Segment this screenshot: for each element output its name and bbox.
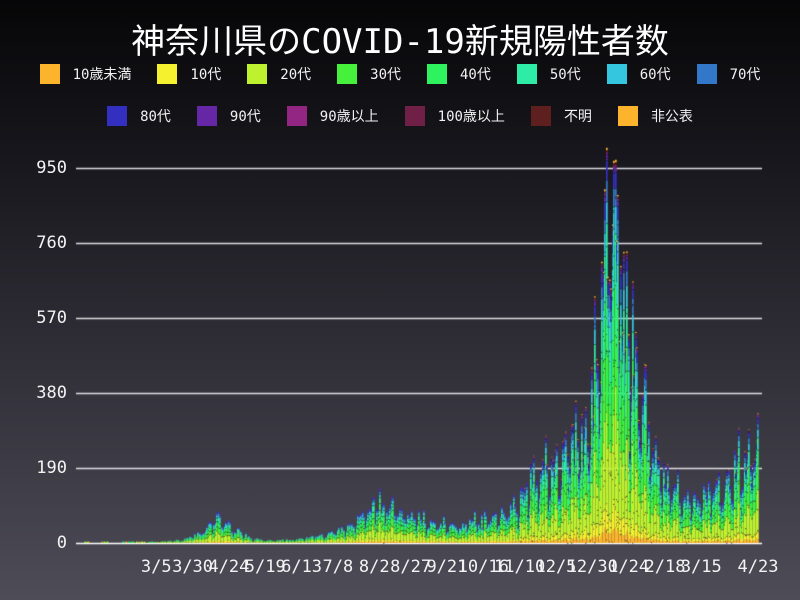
legend-item-unknown: 不明 <box>530 106 592 126</box>
y-tick-label-380: 380 <box>36 383 67 403</box>
legend-label-age-60s: 60代 <box>639 67 671 83</box>
legend-swatch-age-50s <box>516 64 537 84</box>
legend-item-age-90s: 90代 <box>196 106 261 126</box>
legend-item-age-90-plus: 90歳以上 <box>286 106 379 126</box>
x-tick-label-5-19: 5/19 <box>244 557 286 577</box>
legend-row-2: 80代 90代 90歳以上 100歳以上 不明 非公表 <box>0 106 800 126</box>
x-tick-label-4-24: 4/24 <box>208 557 250 577</box>
x-tick-label-9-21: 9/21 <box>426 557 468 577</box>
x-tick-label-2-18: 2/18 <box>644 557 686 577</box>
legend-label-age-30s: 30代 <box>370 67 401 83</box>
legend-swatch-undisclosed <box>617 106 638 126</box>
legend-item-age-100-plus: 100歳以上 <box>404 106 505 126</box>
legend-item-age-0-9: 10歳未満 <box>39 64 132 84</box>
legend-label-undisclosed: 非公表 <box>650 109 693 125</box>
x-tick-label-1-24: 1/24 <box>608 557 650 577</box>
legend-item-age-40s: 40代 <box>427 64 491 84</box>
legend-item-age-20s: 20代 <box>247 64 311 84</box>
legend-swatch-age-60s <box>606 64 627 84</box>
legend-swatch-age-10s <box>157 64 178 84</box>
legend-label-age-40s: 40代 <box>460 67 491 83</box>
legend-item-age-50s: 50代 <box>516 64 581 84</box>
x-tick-label-4-23: 4/23 <box>737 557 779 577</box>
legend-swatch-age-30s <box>337 64 358 84</box>
legend-label-age-0-9: 10歳未満 <box>72 67 132 83</box>
legend-item-age-80s: 80代 <box>107 106 171 126</box>
x-tick-label-12-30: 12/30 <box>566 557 618 577</box>
legend-swatch-age-80s <box>107 106 128 126</box>
legend-swatch-age-70s <box>696 64 717 84</box>
x-tick-label-8-27: 8/27 <box>390 557 432 577</box>
y-tick-label-950: 950 <box>36 158 67 178</box>
legend-item-age-70s: 70代 <box>696 64 761 84</box>
legend-label-age-100-plus: 100歳以上 <box>437 109 505 125</box>
chart-title: 神奈川県のCOVID-19新規陽性者数 <box>131 22 669 62</box>
legend-swatch-age-20s <box>247 64 268 84</box>
x-tick-label-3-5: 3/5 <box>140 557 172 577</box>
legend-swatch-age-100-plus <box>404 106 425 126</box>
legend-label-age-10s: 10代 <box>190 67 222 83</box>
x-tick-label-7-8: 7/8 <box>322 557 354 577</box>
x-tick-label-8-2: 8/2 <box>358 557 390 577</box>
legend-label-age-20s: 20代 <box>280 67 312 83</box>
legend-label-age-80s: 80代 <box>140 109 171 125</box>
x-tick-label-3-15: 3/15 <box>680 557 722 577</box>
y-tick-label-760: 760 <box>36 233 67 253</box>
legend-swatch-age-40s <box>427 64 447 84</box>
y-tick-label-570: 570 <box>36 308 67 328</box>
x-tick-label-11-10: 11/10 <box>494 557 546 577</box>
legend-item-age-10s: 10代 <box>157 64 221 84</box>
legend-swatch-unknown <box>530 106 551 126</box>
legend-row-1: 10歳未満 10代 20代 30代 40代 50代 60代 70代 <box>0 64 800 84</box>
legend-swatch-age-0-9 <box>39 64 60 84</box>
x-tick-label-3-30: 3/30 <box>172 557 214 577</box>
legend-label-age-90-plus: 90歳以上 <box>319 109 379 125</box>
x-tick-label-10-16: 10/16 <box>457 557 509 577</box>
legend-label-unknown: 不明 <box>563 109 592 125</box>
x-tick-label-6-13: 6/13 <box>281 557 323 577</box>
legend-swatch-age-90-plus <box>286 106 307 126</box>
x-tick-label-12-5: 12/5 <box>535 557 577 577</box>
legend-swatch-age-90s <box>196 106 217 126</box>
legend-item-age-60s: 60代 <box>606 64 671 84</box>
y-tick-label-0: 0 <box>56 533 67 553</box>
legend-item-age-30s: 30代 <box>337 64 401 84</box>
legend-label-age-90s: 90代 <box>229 109 261 125</box>
legend-label-age-70s: 70代 <box>729 67 761 83</box>
y-tick-label-190: 190 <box>36 458 67 478</box>
legend-label-age-50s: 50代 <box>549 67 581 83</box>
legend-item-undisclosed: 非公表 <box>617 106 693 126</box>
